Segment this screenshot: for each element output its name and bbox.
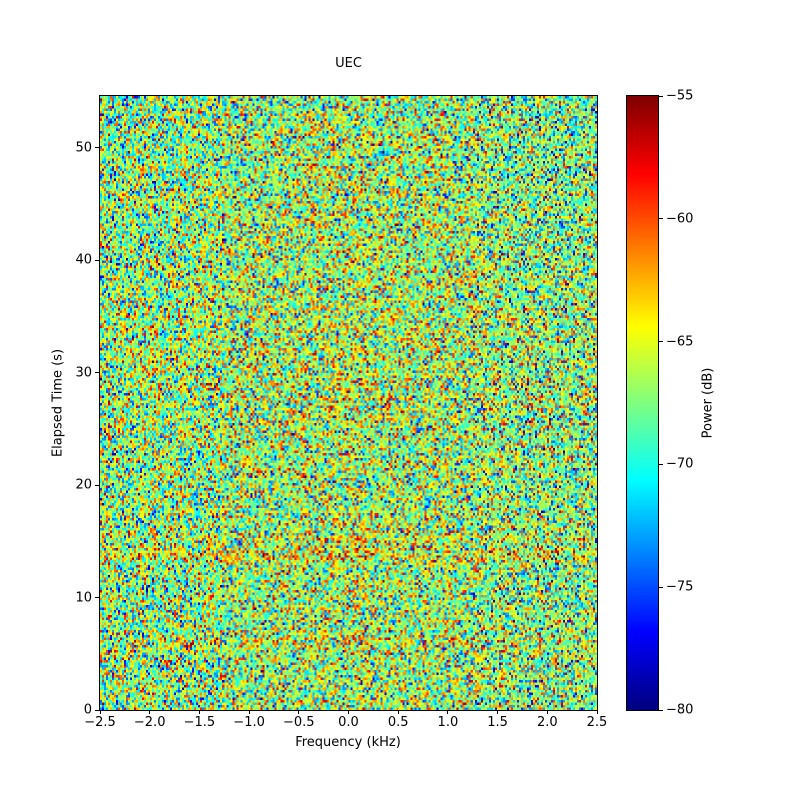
x-axis-label: Frequency (kHz) <box>295 735 401 750</box>
colorbar-label: Power (dB) <box>700 367 716 439</box>
spectrogram-canvas <box>100 96 597 710</box>
y-tick-label: 10 <box>75 590 92 606</box>
colorbar-tick-mark <box>659 341 663 343</box>
x-tick-mark <box>497 710 499 714</box>
colorbar-tick-label: −55 <box>666 88 694 104</box>
y-axis-label: Elapsed Time (s) <box>50 348 66 458</box>
y-tick-label: 0 <box>83 702 92 718</box>
x-tick-mark <box>99 710 101 714</box>
y-tick-mark <box>95 372 99 374</box>
colorbar-tick-label: −70 <box>666 456 694 472</box>
colorbar-tick-label: −60 <box>666 211 694 227</box>
colorbar-tick-mark <box>659 709 663 711</box>
colorbar-tick-label: −65 <box>666 334 694 350</box>
colorbar-tick-label: −80 <box>666 702 694 718</box>
x-tick-label: −2.0 <box>133 715 166 730</box>
y-tick-mark <box>95 709 99 711</box>
x-tick-mark <box>248 710 250 714</box>
x-tick-label: −2.5 <box>84 715 116 730</box>
y-tick-label: 20 <box>75 477 92 493</box>
x-tick-label: −1.0 <box>233 715 265 730</box>
x-tick-label: 2.0 <box>536 715 558 730</box>
x-tick-mark <box>546 710 548 714</box>
x-tick-label: 1.5 <box>487 715 508 730</box>
y-tick-label: 40 <box>75 252 92 268</box>
x-tick-mark <box>447 710 449 714</box>
chart-title: UEC <box>335 56 362 71</box>
colorbar-tick-mark <box>659 586 663 588</box>
y-tick-mark <box>95 259 99 261</box>
y-tick-label: 50 <box>75 140 92 156</box>
colorbar-tick-mark <box>659 95 663 97</box>
x-tick-mark <box>348 710 349 714</box>
colorbar-tick-mark <box>659 218 663 220</box>
x-tick-mark <box>397 710 399 714</box>
colorbar-gradient-canvas <box>627 96 658 710</box>
x-tick-mark <box>149 710 151 714</box>
y-tick-mark <box>95 597 99 599</box>
y-tick-label: 30 <box>75 365 92 381</box>
y-tick-mark <box>95 147 99 149</box>
colorbar-tick-label: −75 <box>666 579 694 595</box>
x-tick-mark <box>596 710 598 714</box>
x-tick-label: 2.5 <box>586 715 608 730</box>
x-tick-label: −0.5 <box>283 715 315 730</box>
x-tick-mark <box>298 710 300 714</box>
x-tick-label: −1.5 <box>183 715 216 730</box>
x-tick-label: 0.0 <box>338 715 359 730</box>
colorbar-tick-mark <box>659 463 663 465</box>
colorbar <box>626 95 659 711</box>
heatmap-plot-area <box>99 95 598 711</box>
x-tick-mark <box>198 710 200 714</box>
y-tick-mark <box>95 484 99 486</box>
x-tick-label: 1.0 <box>437 715 459 730</box>
x-tick-label: 0.5 <box>387 715 409 730</box>
